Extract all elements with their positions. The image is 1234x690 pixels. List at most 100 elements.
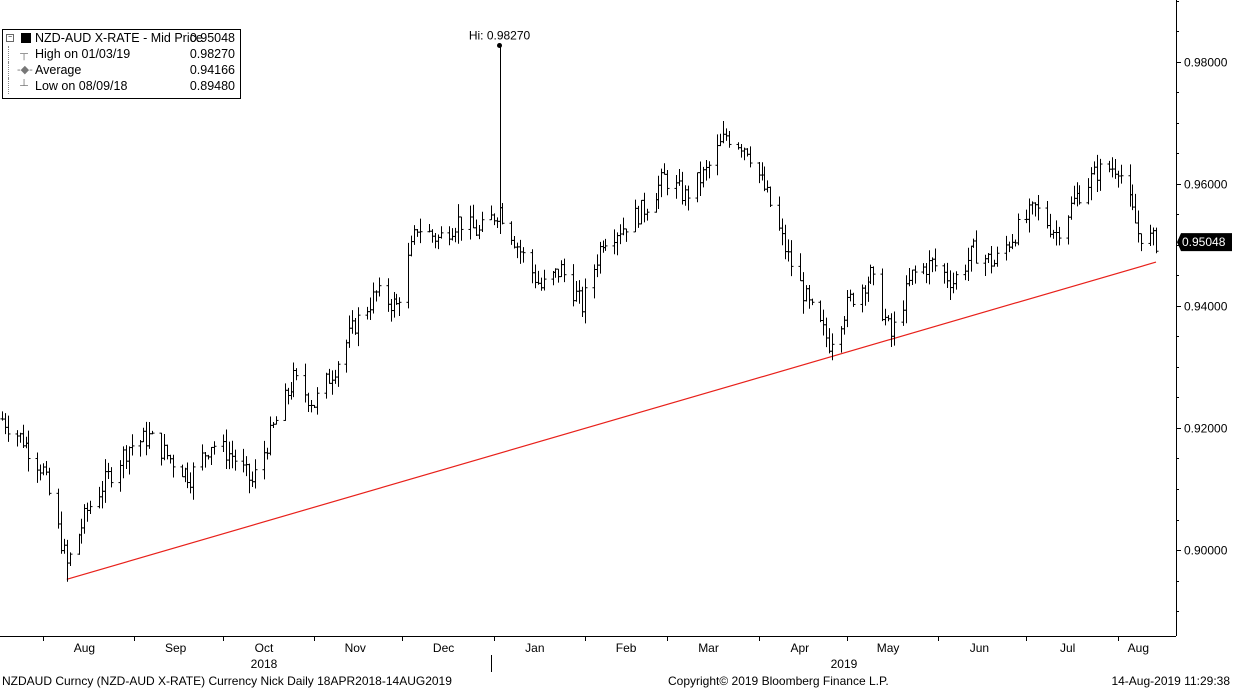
price-bar xyxy=(798,253,803,282)
price-bar xyxy=(880,268,885,322)
price-bar xyxy=(224,429,229,469)
price-bar xyxy=(1133,193,1138,224)
price-bar xyxy=(56,488,61,529)
price-bar xyxy=(995,246,1000,267)
price-bar xyxy=(436,234,441,250)
price-bar xyxy=(127,446,132,475)
price-bar xyxy=(38,464,43,481)
price-bar xyxy=(41,463,46,476)
footer-security-description: NZDAUD Curncy (NZD-AUD X-RATE) Currency … xyxy=(2,674,452,688)
x-month-label: Jun xyxy=(970,641,989,655)
price-bar xyxy=(456,204,461,244)
price-bar xyxy=(533,264,538,289)
legend-label: High on 01/03/19 xyxy=(35,47,131,61)
y-tick-label: 0.94000 xyxy=(1184,300,1228,314)
legend-row-low: ┴ Low on 08/09/18 0.89480 xyxy=(3,78,240,94)
price-bar xyxy=(433,232,438,249)
price-bar xyxy=(412,225,417,245)
price-bar xyxy=(824,317,829,348)
price-bar xyxy=(6,415,11,442)
price-bar xyxy=(921,263,926,275)
price-bar xyxy=(556,268,561,283)
price-bar xyxy=(942,263,947,284)
price-bar xyxy=(530,249,535,284)
price-bar xyxy=(704,159,709,181)
price-bar xyxy=(860,284,865,313)
price-bar xyxy=(542,269,547,291)
price-bar xyxy=(85,502,90,522)
price-bar xyxy=(621,217,626,236)
price-bar xyxy=(59,511,64,554)
price-bar xyxy=(515,242,520,259)
legend-value: 0.89480 xyxy=(189,79,235,93)
price-bar xyxy=(347,315,352,348)
price-bar xyxy=(368,297,373,320)
price-bar xyxy=(969,245,974,272)
footer-copyright: Copyright© 2019 Bloomberg Finance L.P. xyxy=(668,674,889,688)
price-bar xyxy=(418,218,423,244)
price-bar xyxy=(1119,164,1124,184)
average-marker-icon: -◆- xyxy=(17,64,33,76)
x-month-label: Nov xyxy=(345,641,366,655)
price-bar xyxy=(350,310,355,334)
price-bar xyxy=(386,278,391,312)
price-bar xyxy=(636,205,641,228)
price-bar xyxy=(886,315,891,322)
price-bar xyxy=(1095,154,1100,192)
price-bar xyxy=(810,298,815,306)
x-month-label: Sep xyxy=(165,641,187,655)
price-bar xyxy=(244,456,249,477)
price-bar xyxy=(459,216,464,241)
price-bar xyxy=(480,211,485,232)
price-bar xyxy=(748,146,753,168)
price-bar xyxy=(253,459,258,489)
price-bar xyxy=(1010,234,1015,250)
price-bar xyxy=(757,161,762,184)
x-year-label: 2019 xyxy=(831,657,858,671)
x-month-label: Apr xyxy=(790,641,809,655)
price-bar xyxy=(845,289,850,328)
price-bar xyxy=(221,434,226,452)
y-tick-label: 0.98000 xyxy=(1184,56,1228,70)
price-bar xyxy=(662,163,667,175)
price-bar xyxy=(718,133,723,147)
price-bar xyxy=(439,226,444,239)
price-bar xyxy=(106,462,111,480)
x-year-label: 2018 xyxy=(251,657,278,671)
price-bar xyxy=(633,199,638,233)
price-bar xyxy=(230,440,235,469)
price-bar xyxy=(1072,185,1077,205)
price-bar xyxy=(821,309,826,336)
price-bar xyxy=(551,270,556,286)
price-bar xyxy=(77,533,82,555)
price-bar xyxy=(863,285,868,306)
price-bar xyxy=(159,432,164,466)
x-month-label: Aug xyxy=(74,641,95,655)
price-bar xyxy=(974,230,979,264)
price-bar xyxy=(612,229,617,255)
x-month-label: Dec xyxy=(433,641,454,655)
price-bar xyxy=(907,267,912,287)
price-bar xyxy=(141,427,146,443)
price-bar xyxy=(1139,233,1144,252)
price-bar xyxy=(180,464,185,478)
price-bar xyxy=(768,186,773,207)
price-bar xyxy=(889,313,894,348)
series-swatch-icon xyxy=(21,33,31,43)
price-bar xyxy=(324,372,329,399)
legend-value: 0.98270 xyxy=(189,47,235,61)
price-bar xyxy=(595,254,600,278)
price-bar xyxy=(118,460,123,492)
price-bar xyxy=(780,218,785,246)
price-bar xyxy=(200,444,205,471)
price-bar xyxy=(1048,213,1053,238)
legend-row-average: -◆- Average 0.94166 xyxy=(3,62,240,78)
price-bar xyxy=(736,142,741,150)
price-bar xyxy=(1086,178,1091,205)
chart-frame xyxy=(0,0,1177,637)
price-bar xyxy=(521,247,526,263)
collapse-box-icon[interactable]: − xyxy=(6,34,14,42)
price-bar xyxy=(306,392,311,412)
high-marker-icon: ┬ xyxy=(20,48,28,60)
